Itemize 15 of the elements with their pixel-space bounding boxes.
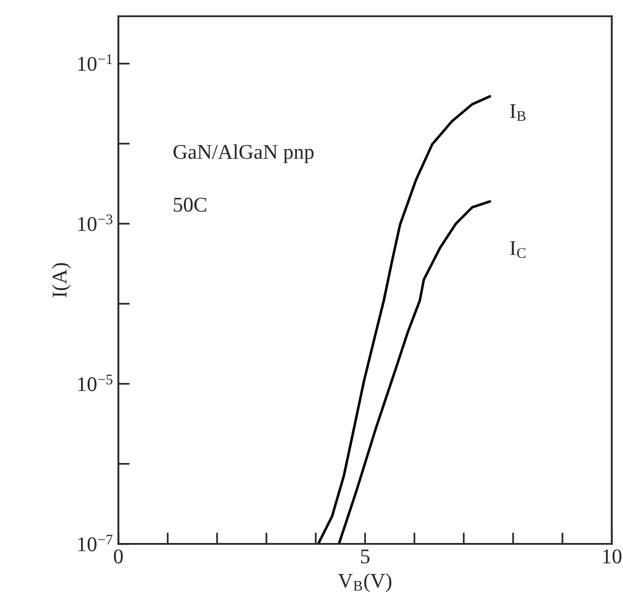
- annotation: 50C: [174, 198, 206, 212]
- text: I$_{C}$: [510, 241, 526, 258]
- y-tick-label: 10$^{−5}$: [78, 374, 112, 392]
- x-tick-label: 5: [361, 550, 370, 564]
- y-tick-label: 10$^{−1}$: [78, 54, 112, 71]
- y-tick-label: 10$^{−7}$: [78, 534, 113, 552]
- y-axis-title: I(A): [52, 263, 71, 298]
- x-axis-title: V$_{B}$(V): [338, 573, 392, 592]
- x-tick-label: 0: [114, 549, 123, 564]
- line-series: [316, 95, 492, 544]
- annotation: GaN/AlGaN pnp: [174, 144, 314, 164]
- y-tick-label: 10$^{−3}$: [78, 214, 112, 232]
- x-tick-label: 10: [603, 549, 622, 564]
- series-label: I$_{B}$: [510, 104, 526, 121]
- line-series: [338, 200, 492, 544]
